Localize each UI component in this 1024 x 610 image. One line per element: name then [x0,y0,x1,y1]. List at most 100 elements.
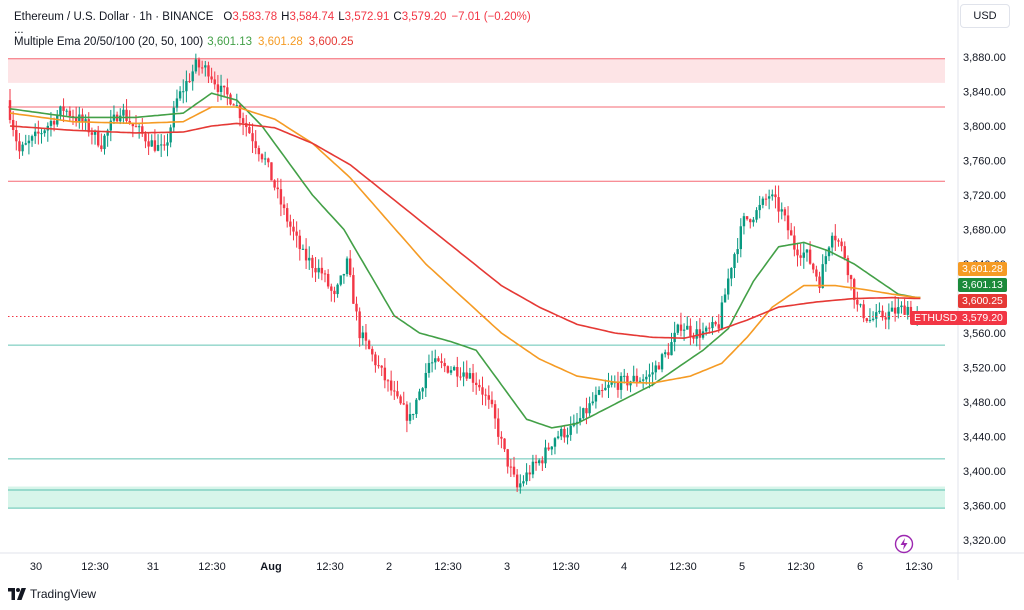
candle-body [232,104,235,106]
candle [207,61,210,84]
candle-body [733,254,736,268]
candle-body [430,362,434,364]
candle-body [597,390,601,395]
candle-body [723,294,727,303]
more-indicators-icon[interactable]: ... [14,24,24,36]
candle [692,332,695,344]
currency-button[interactable]: USD [960,4,1010,28]
candle [591,392,594,406]
x-tick-label: 12:30 [81,561,109,573]
candle-body [704,327,708,332]
candle [490,391,494,408]
candle [475,372,478,395]
candle [434,349,437,370]
candle-body [893,307,897,314]
candle-body [134,126,138,128]
candle-body [446,366,450,373]
candle-body [793,235,796,250]
candle-body [336,284,339,295]
candle-body [62,106,65,111]
y-tick-label: 3,880.00 [963,52,1006,64]
candle-body [780,209,783,212]
candle [723,288,727,303]
candle [172,100,175,132]
candle [853,277,856,309]
x-tick-label: 12:30 [669,561,697,573]
candle-body [660,354,664,370]
ema-indicator-title[interactable]: Multiple Ema 20/50/100 (20, 50, 100) [14,36,204,48]
candle [758,195,761,219]
candle-body [654,365,657,373]
ema20-line [9,92,921,429]
candle-body [15,129,18,142]
candle [641,374,645,389]
footer-brand[interactable]: TradingView [8,587,96,601]
candle [349,250,352,278]
candle [323,270,327,283]
lightning-icon[interactable] [894,534,914,554]
candle-body [226,87,229,95]
candle-body [74,117,78,122]
x-tick-label: 31 [147,561,159,573]
candle-body [824,256,828,265]
candle [93,129,97,145]
candle-body [890,307,894,312]
candle [601,383,604,398]
candle [818,271,821,294]
candle-body [399,396,402,404]
candle-body [109,120,112,131]
candle [900,301,903,314]
close-value: 3,579.20 [401,11,447,23]
candle [251,123,254,153]
candle [361,325,364,346]
candle [405,401,409,433]
candle [399,394,402,405]
candle-body [771,194,774,197]
candle-body [588,403,591,414]
candle [623,368,626,384]
candle-body [84,119,87,122]
candle [827,246,831,262]
candle-body [119,115,122,122]
candle-body [692,336,695,339]
candle-body [194,59,198,72]
candle [238,102,242,127]
symbol-title[interactable]: Ethereum / U.S. Dollar · 1h · BINANCE [14,11,214,23]
ema50-value: 3,601.28 [258,36,303,48]
candle [389,370,393,396]
candle-body [752,219,755,223]
candle-body [783,209,787,216]
candle [260,153,264,163]
candle [169,124,172,148]
candle [638,377,642,383]
candle [541,456,544,471]
candle [87,112,90,137]
candle-body [585,408,588,414]
candle [560,425,563,441]
y-tick-label: 3,720.00 [963,190,1006,202]
candle-body [311,257,314,269]
candle-body [805,249,809,253]
candle-body [103,135,106,150]
candle [59,105,62,120]
open-key: O [223,11,233,23]
candle-body [131,123,135,127]
candle-body [632,375,635,382]
candle-body [153,140,157,151]
candle [223,85,226,97]
candle [745,216,749,221]
candle-body [676,324,679,333]
candle-body [493,404,497,419]
x-tick-label: 12:30 [316,561,344,573]
candle [125,99,128,124]
candle [326,269,330,289]
candle [777,185,780,223]
candle [793,226,796,257]
candle-body [308,257,311,261]
candle [695,321,698,347]
candle-body [900,305,903,308]
candle [43,128,46,137]
candle [582,407,585,420]
candle-body [216,84,220,92]
